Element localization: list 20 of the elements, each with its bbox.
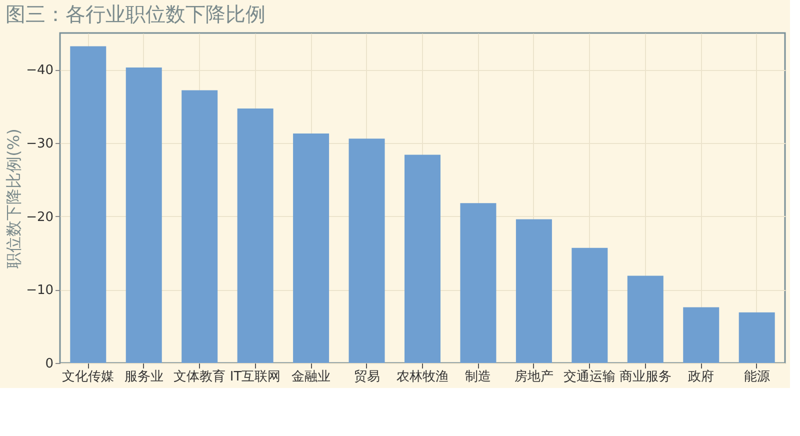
y-tick-label: −30 (26, 136, 54, 152)
x-tick-label: 服务业 (124, 370, 164, 384)
x-tick-label: 文化传媒 (62, 370, 114, 384)
y-tick-label: −20 (26, 210, 54, 225)
x-tick-label: 金融业 (292, 370, 331, 384)
x-tick-label: 贸易 (354, 370, 380, 384)
y-tick-label: 0 (45, 356, 54, 372)
x-tick-label: 房地产 (514, 368, 554, 384)
x-tick-label: IT互联网 (230, 370, 281, 384)
y-tick-label: −10 (26, 283, 54, 298)
x-tick-label: 文体教育 (174, 368, 226, 384)
x-tick-label: 能源 (744, 370, 770, 384)
chart-title: 图三：各行业职位数下降比例 (6, 2, 266, 26)
x-tick-label: 交通运输 (564, 368, 616, 384)
x-tick-label: 商业服务 (619, 370, 672, 384)
y-tick-label: −40 (26, 63, 54, 78)
x-tick-label: 政府 (688, 368, 714, 384)
y-axis-title: 职位数下降比例(%) (4, 128, 24, 268)
x-tick-label: 农林牧渔 (396, 370, 448, 384)
x-tick-label: 制造 (465, 370, 492, 384)
